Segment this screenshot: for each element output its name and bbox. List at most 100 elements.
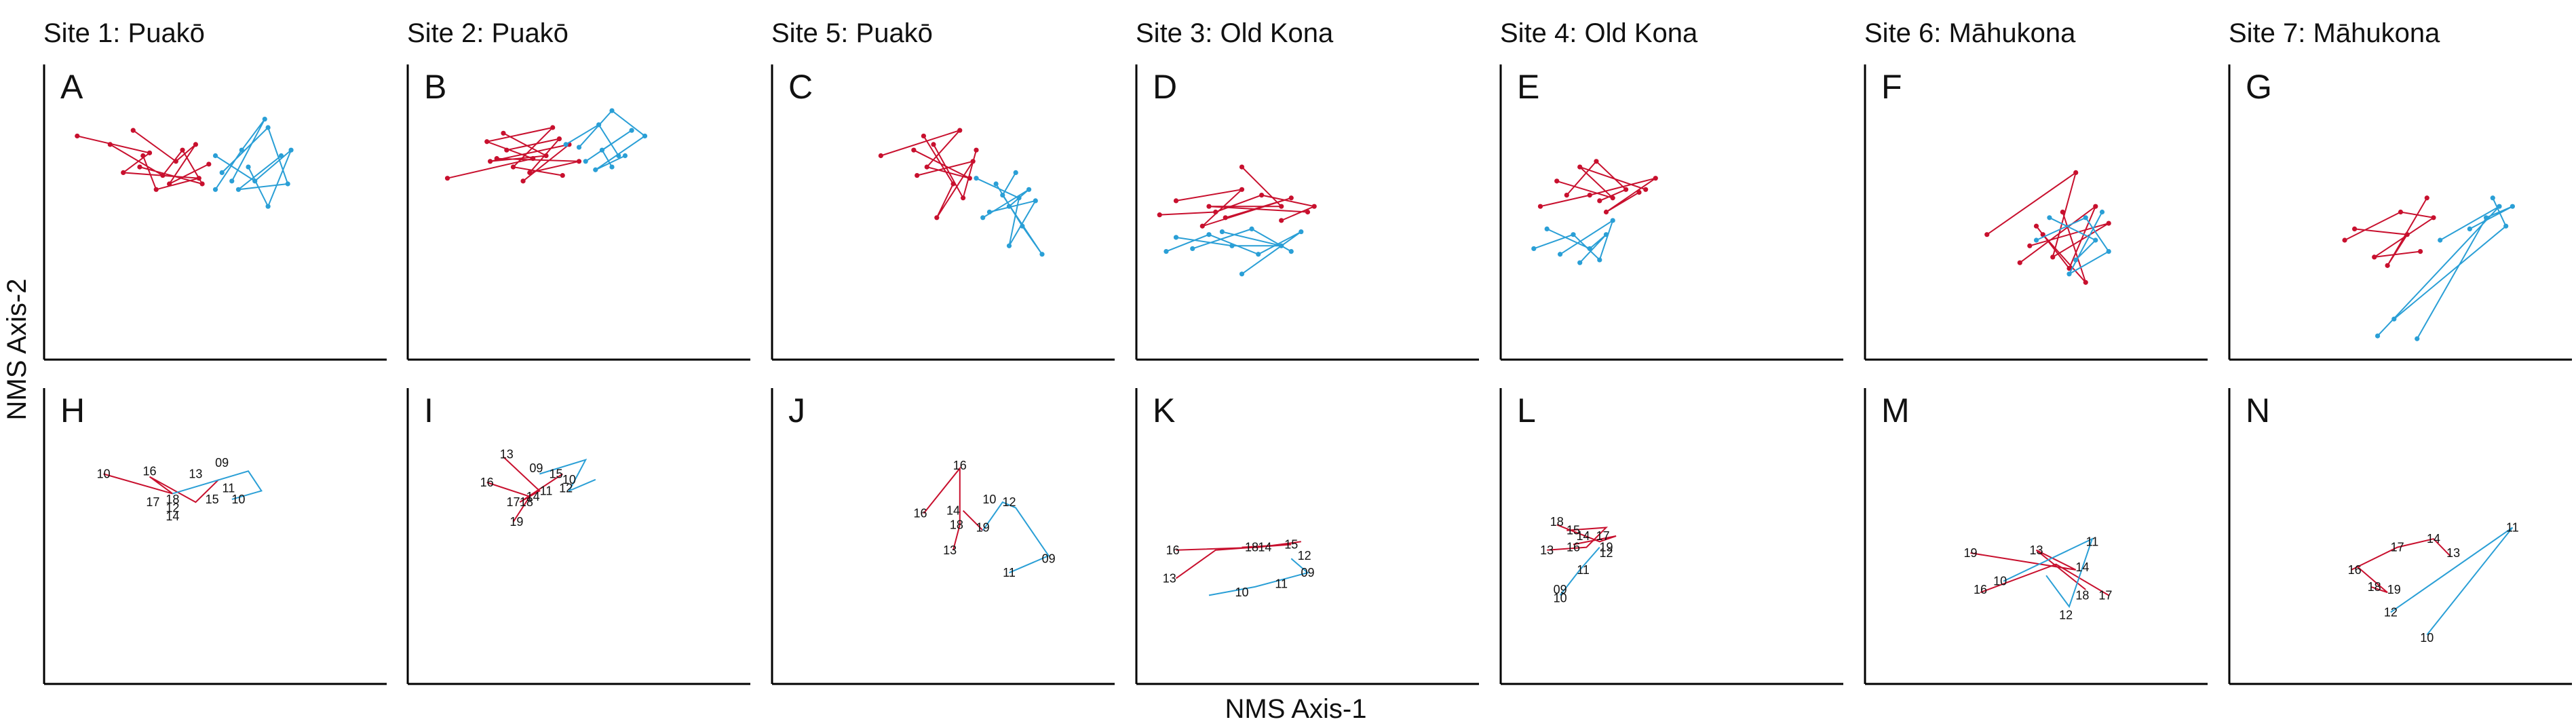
red-point bbox=[1603, 209, 1609, 215]
red-point bbox=[1239, 164, 1245, 170]
point-label: 12 bbox=[2384, 605, 2398, 619]
panel-c: Site 5: Puakō C bbox=[771, 18, 1115, 361]
panel-f: Site 6: Māhukona F bbox=[1864, 18, 2208, 361]
blue-point bbox=[1190, 246, 1195, 252]
red-point bbox=[180, 147, 185, 153]
blue-point bbox=[1013, 170, 1018, 175]
point-label: 18 bbox=[1245, 541, 1258, 554]
blue-trajectory bbox=[1559, 546, 1600, 596]
blue-point bbox=[596, 122, 602, 128]
blue-point bbox=[642, 133, 648, 139]
red-point bbox=[1653, 176, 1658, 181]
point-label: 16 bbox=[914, 507, 927, 520]
red-trajectory bbox=[1980, 563, 2109, 596]
panel-letter: L bbox=[1517, 391, 1536, 429]
point-label: 15 bbox=[550, 467, 563, 480]
point-label: 12 bbox=[166, 501, 179, 514]
blue-point bbox=[980, 215, 986, 221]
blue-trajectory bbox=[1208, 558, 1309, 596]
red-point bbox=[510, 164, 516, 170]
blue-trajectory bbox=[214, 119, 266, 190]
point-label: 16 bbox=[953, 459, 967, 472]
red-point bbox=[107, 142, 113, 147]
blue-trajectory bbox=[982, 501, 1050, 574]
point-label: 18 bbox=[950, 518, 963, 531]
panel-letter: J bbox=[788, 391, 805, 429]
point-label: 16 bbox=[142, 464, 156, 478]
point-label: 10 bbox=[1554, 592, 1567, 605]
panel-b: Site 2: Puakō B bbox=[406, 18, 750, 361]
red-point bbox=[484, 139, 490, 145]
blue-point bbox=[278, 153, 284, 159]
red-trajectory bbox=[962, 510, 984, 531]
red-point bbox=[550, 125, 556, 130]
red-trajectory bbox=[1566, 160, 1628, 202]
point-label: 10 bbox=[2420, 631, 2434, 645]
blue-trajectory bbox=[2390, 527, 2514, 636]
point-label: 19 bbox=[976, 521, 990, 535]
point-label: 10 bbox=[97, 467, 111, 480]
point-label: 18 bbox=[2368, 580, 2381, 594]
point-label: 11 bbox=[540, 484, 553, 497]
blue-point bbox=[2497, 204, 2502, 209]
red-point bbox=[2342, 237, 2347, 243]
point-label: 17 bbox=[506, 495, 520, 509]
point-label: 11 bbox=[223, 481, 235, 495]
point-label: 17 bbox=[2098, 588, 2112, 602]
blue-point bbox=[262, 116, 267, 122]
red-point bbox=[140, 153, 146, 159]
red-point bbox=[444, 176, 450, 181]
blue-point bbox=[1299, 229, 1304, 235]
blue-point bbox=[288, 147, 294, 153]
red-point bbox=[2424, 195, 2429, 201]
blue-trajectory bbox=[585, 130, 632, 168]
blue-point bbox=[212, 153, 218, 159]
blue-point bbox=[593, 167, 598, 172]
blue-point bbox=[1173, 235, 1179, 240]
blue-point bbox=[2510, 204, 2515, 209]
panel-g: Site 7: Māhukona G bbox=[2228, 18, 2572, 361]
point-label: 12 bbox=[2059, 608, 2073, 622]
point-label: 16 bbox=[1166, 543, 1180, 557]
point-label: 13 bbox=[1163, 571, 1176, 585]
point-label: 15 bbox=[206, 493, 219, 506]
red-point bbox=[494, 156, 499, 161]
red-trajectory bbox=[2357, 567, 2388, 594]
red-point bbox=[1288, 195, 1294, 201]
red-point bbox=[1157, 212, 1162, 218]
blue-point bbox=[2033, 237, 2039, 243]
panels: Site 1: Puakō A Site 2: Puakō B Site 5: Puak… bbox=[43, 18, 2572, 685]
red-trajectory bbox=[1556, 524, 1617, 546]
red-point bbox=[153, 187, 159, 192]
site-title: Site 7: Māhukona bbox=[2229, 18, 2440, 48]
red-point bbox=[1587, 193, 1592, 198]
blue-point bbox=[616, 153, 621, 159]
red-point bbox=[167, 181, 172, 187]
blue-point bbox=[609, 108, 615, 113]
red-point bbox=[1610, 195, 1615, 201]
red-point bbox=[1643, 187, 1649, 192]
blue-point bbox=[1571, 232, 1576, 237]
point-label: 10 bbox=[1993, 575, 2007, 588]
blue-point bbox=[1229, 243, 1235, 248]
red-point bbox=[130, 128, 136, 133]
blue-point bbox=[1006, 204, 1012, 209]
point-label: 18 bbox=[520, 495, 533, 509]
red-trajectory bbox=[2019, 204, 2098, 270]
blue-trajectory bbox=[1546, 228, 1607, 263]
blue-point bbox=[1531, 246, 1537, 252]
point-label: 13 bbox=[1540, 543, 1554, 557]
blue-point bbox=[239, 147, 244, 153]
panel-e: Site 4: Old Kona E bbox=[1499, 18, 1843, 361]
point-label: 10 bbox=[562, 473, 576, 486]
red-point bbox=[1305, 209, 1311, 215]
blue-trajectory bbox=[578, 109, 647, 171]
blue-point bbox=[2438, 237, 2443, 243]
point-label: 14 bbox=[2075, 560, 2089, 574]
point-label: 11 bbox=[1577, 563, 1590, 577]
blue-point bbox=[1020, 223, 1025, 229]
blue-point bbox=[1603, 232, 1609, 237]
blue-point bbox=[1206, 232, 1212, 237]
